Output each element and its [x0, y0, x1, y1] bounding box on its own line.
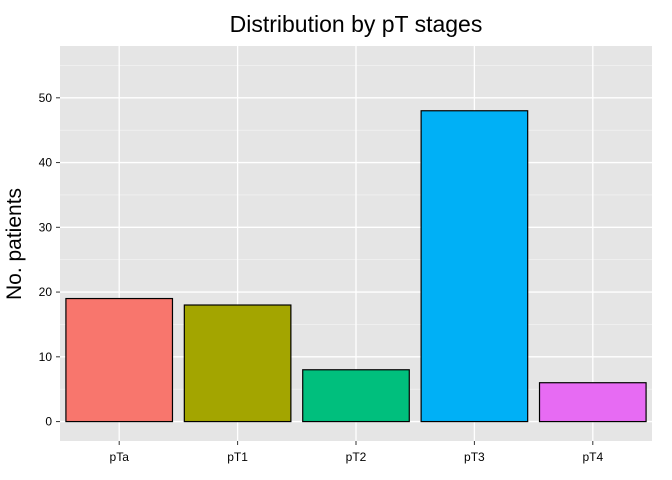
bar-pt4 [538, 382, 647, 423]
y-axis-ticks: 0 10 20 30 40 50 [39, 91, 60, 429]
bar-pta [65, 297, 174, 423]
bar-pt3 [420, 110, 529, 423]
y-tick-label: 0 [45, 415, 52, 429]
y-tick-label: 50 [39, 91, 53, 105]
y-tick-label: 20 [39, 285, 53, 299]
chart-title: Distribution by pT stages [230, 11, 483, 37]
x-tick-label: pT2 [346, 450, 367, 464]
x-tick-label: pT4 [582, 450, 603, 464]
y-tick-label: 30 [39, 220, 53, 234]
x-axis-ticks: pTa pT1 pT2 pT3 pT4 [110, 441, 603, 464]
bar-pt2 [302, 369, 410, 423]
x-tick-label: pTa [110, 450, 130, 464]
bars [65, 110, 647, 423]
y-tick-label: 40 [39, 156, 53, 170]
y-axis-title: No. patients [3, 188, 26, 300]
x-tick-label: pT1 [227, 450, 248, 464]
x-tick-label: pT3 [464, 450, 485, 464]
bar-pt1 [183, 304, 292, 423]
y-tick-label: 10 [39, 350, 53, 364]
